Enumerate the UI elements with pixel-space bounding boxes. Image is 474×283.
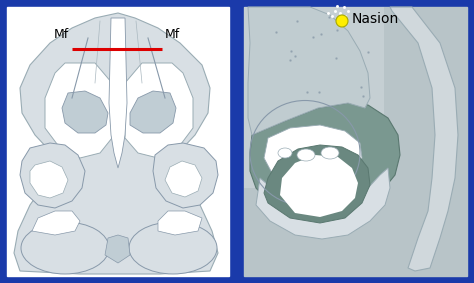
Text: Mf: Mf <box>165 28 180 41</box>
Polygon shape <box>14 13 218 274</box>
Polygon shape <box>264 125 362 187</box>
Polygon shape <box>165 161 202 197</box>
Ellipse shape <box>321 147 339 159</box>
Ellipse shape <box>21 222 109 274</box>
Polygon shape <box>62 91 108 133</box>
Polygon shape <box>158 211 202 235</box>
Polygon shape <box>109 18 127 168</box>
Polygon shape <box>20 143 85 208</box>
Polygon shape <box>264 145 370 223</box>
Polygon shape <box>280 155 358 217</box>
Ellipse shape <box>129 222 217 274</box>
Text: Nasion: Nasion <box>352 12 399 26</box>
Polygon shape <box>130 91 176 133</box>
Polygon shape <box>248 7 370 135</box>
Polygon shape <box>105 235 130 263</box>
Ellipse shape <box>297 149 315 161</box>
Polygon shape <box>256 168 390 239</box>
Ellipse shape <box>278 148 292 158</box>
Polygon shape <box>45 63 112 158</box>
Bar <box>7 7 229 276</box>
Text: Mf: Mf <box>54 28 69 41</box>
Polygon shape <box>32 211 80 235</box>
Circle shape <box>336 15 348 27</box>
Bar <box>244 7 384 188</box>
Polygon shape <box>390 7 458 271</box>
Polygon shape <box>250 103 400 215</box>
Bar <box>244 7 467 276</box>
Polygon shape <box>125 63 193 158</box>
Polygon shape <box>153 143 218 208</box>
Polygon shape <box>30 161 68 198</box>
